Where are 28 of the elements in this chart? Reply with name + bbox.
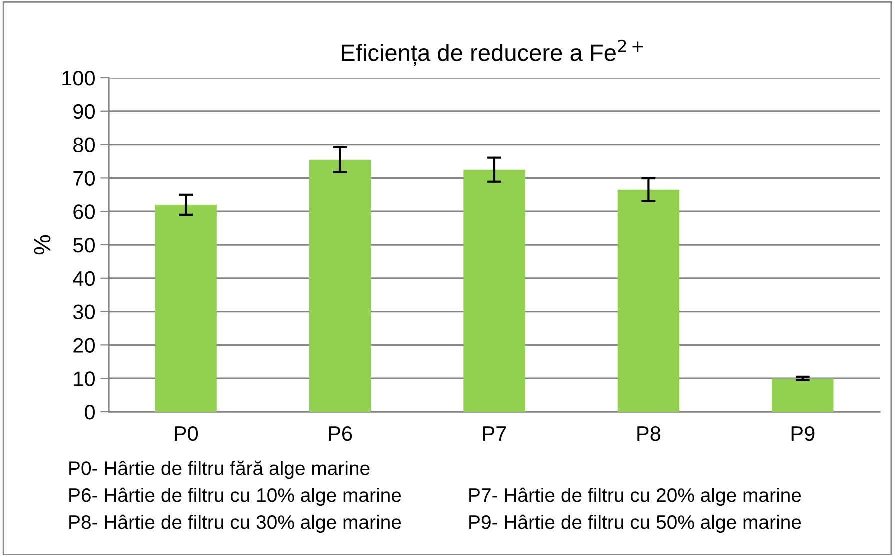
y-tick-label: 20 — [74, 338, 95, 353]
bar — [309, 160, 372, 412]
y-tick-label: 100 — [62, 71, 95, 86]
text: P0- Hârtie de filtru fără alge marine — [70, 460, 370, 480]
bar — [618, 190, 680, 412]
bar — [155, 204, 217, 412]
text: P7- Hârtie de filtru cu 20% alge marine — [470, 488, 802, 506]
y-tick-label: 90 — [74, 104, 95, 120]
y-tick-label: 60 — [74, 204, 95, 220]
x-tick-label: P9 — [792, 426, 815, 442]
bar — [464, 170, 526, 412]
y-tick-label: 0 — [85, 405, 95, 420]
y-tick-label: 10 — [74, 372, 95, 386]
x-tick-label: P6 — [329, 426, 352, 442]
y-tick-label: 80 — [74, 138, 95, 153]
text: P8- Hârtie de filtru cu 30% alge marine — [70, 514, 402, 534]
text: P6- Hârtie de filtru cu 10% alge marine — [70, 488, 402, 506]
y-tick-label: 50 — [73, 238, 95, 253]
y-tick-label: 70 — [74, 171, 95, 186]
x-tick-label: P7 — [483, 426, 506, 441]
bar — [772, 378, 834, 412]
chart-title: Eficiența de reducere a Fe$^{2+}$ — [342, 40, 644, 66]
y-axis-title: % — [34, 235, 51, 255]
y-tick-label: 40 — [73, 271, 95, 286]
x-tick-label: P0 — [175, 426, 198, 442]
x-tick-label: P8 — [638, 426, 661, 442]
y-tick-label: 30 — [73, 304, 95, 320]
text: P9- Hârtie de filtru cu 50% alge marine — [470, 514, 802, 534]
